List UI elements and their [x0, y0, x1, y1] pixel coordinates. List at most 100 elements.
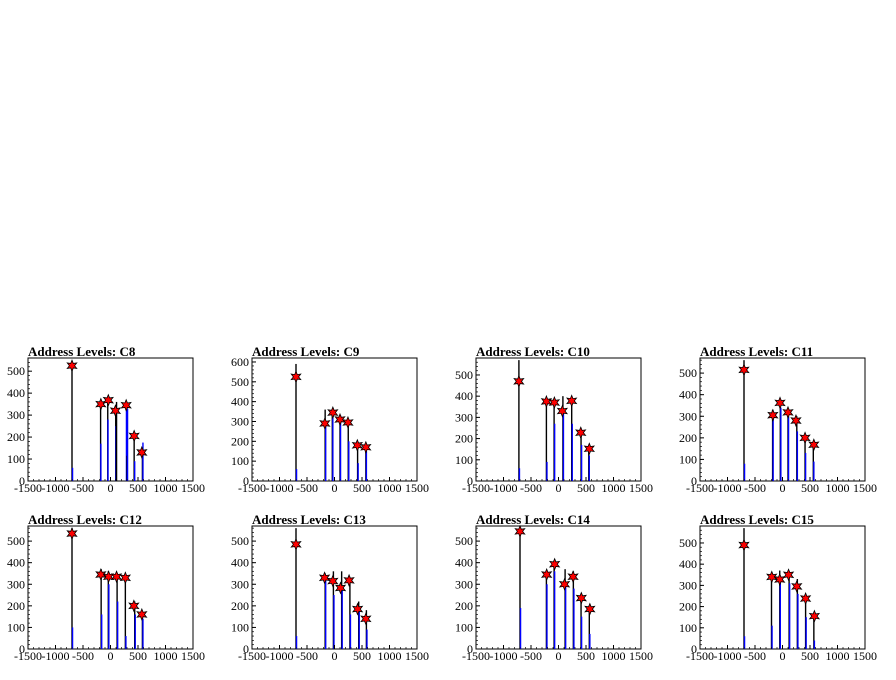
- y-tick-label: 0: [691, 642, 697, 656]
- peak-marker: [102, 393, 114, 407]
- chart-title: Address Levels: C13: [252, 512, 366, 527]
- peak-marker: [782, 405, 794, 419]
- chart-svg: -1500 -1000 -500 0 500 1000 1500 0 100 200 300 400 5…: [455, 524, 653, 663]
- x-tick-label: 1000: [378, 649, 402, 663]
- y-tick-label: 400: [231, 395, 249, 409]
- x-tick-label: -1500: [238, 649, 266, 663]
- x-tick-label: 1500: [629, 481, 653, 495]
- peak-marker: [567, 570, 579, 584]
- peak-marker: [540, 567, 553, 582]
- chart-panel: -1500 -1000 -500 0 500 1000 1500 0 100 200 300 400 5…: [672, 512, 896, 680]
- chart-panel: -1500 -1000 -500 0 500 1000 1500 0 100 200 300 400 5…: [448, 512, 672, 680]
- peak-marker: [548, 395, 561, 410]
- chart-panel: -1500 -1000 -500 0 500 1000 1500 0 100 200 300 400 5…: [0, 344, 224, 512]
- peak-marker: [318, 571, 331, 585]
- x-tick-label: -1000: [42, 649, 70, 663]
- peak-marker: [799, 431, 811, 445]
- peak-marker: [342, 415, 354, 430]
- peak-marker: [109, 404, 122, 418]
- peak-marker: [136, 445, 148, 460]
- peak-marker: [767, 408, 779, 422]
- y-tick-label: 0: [467, 474, 473, 488]
- chart-panel: -1500 -1000 -500 0 500 1000 1500 0 100 200 300 400 5…: [0, 512, 224, 680]
- peak-marker: [799, 591, 812, 606]
- y-tick-label: 300: [7, 577, 25, 591]
- peak-marker: [791, 579, 803, 594]
- y-tick-label: 500: [679, 536, 697, 550]
- x-tick-label: 0: [780, 481, 786, 495]
- x-tick-label: 1500: [853, 649, 877, 663]
- x-tick-label: -1000: [42, 481, 70, 495]
- x-tick-label: 500: [801, 481, 819, 495]
- peak-marker: [66, 359, 78, 373]
- y-tick-label: 200: [455, 432, 473, 446]
- y-tick-label: 100: [7, 620, 25, 634]
- chart-panel: -1500 -1000 -500 0 500 1000 1500 0 100 200 300 400 5…: [672, 344, 896, 512]
- y-tick-label: 0: [467, 642, 473, 656]
- x-tick-label: 0: [108, 481, 114, 495]
- plot-frame: [699, 357, 866, 482]
- chart-panel: -1500 -1000 -500 0 500 1000 1500 0 100 200 300 400 5…: [224, 512, 448, 680]
- plot-frame: [699, 525, 866, 650]
- x-tick-label: 1000: [602, 649, 626, 663]
- chart-svg: -1500 -1000 -500 0 500 1000 1500 0 100 200 300 400 5…: [455, 357, 653, 495]
- x-tick-label: -1500: [462, 481, 490, 495]
- y-tick-label: 600: [231, 355, 249, 369]
- x-tick-label: -1500: [462, 649, 490, 663]
- peak-marker: [319, 416, 331, 431]
- peak-marker: [95, 567, 107, 582]
- peak-marker: [583, 442, 595, 456]
- peak-marker: [808, 438, 820, 452]
- x-tick-label: 1500: [405, 481, 429, 495]
- y-tick-label: 100: [231, 454, 249, 468]
- x-tick-label: 1500: [181, 649, 205, 663]
- x-tick-label: -500: [296, 481, 318, 495]
- peak-marker: [540, 394, 553, 409]
- x-tick-label: 0: [332, 481, 338, 495]
- peak-marker: [327, 405, 339, 420]
- chart-svg: -1500 -1000 -500 0 500 1000 1500 0 100 200 300 400 5…: [231, 355, 429, 495]
- x-tick-label: 1000: [826, 481, 850, 495]
- y-tick-label: 200: [7, 599, 25, 613]
- peak-marker: [738, 538, 750, 552]
- peak-marker: [334, 412, 346, 427]
- y-tick-label: 500: [679, 366, 697, 380]
- y-tick-label: 300: [231, 414, 249, 428]
- x-tick-label: 1000: [378, 481, 402, 495]
- y-tick-label: 300: [679, 409, 697, 423]
- peak-marker: [790, 414, 802, 428]
- y-tick-label: 200: [679, 600, 697, 614]
- peak-marker: [351, 602, 364, 616]
- x-tick-label: 500: [353, 649, 371, 663]
- peak-marker: [128, 429, 140, 443]
- y-tick-label: 500: [7, 364, 25, 378]
- y-tick-label: 400: [231, 556, 249, 570]
- y-tick-label: 300: [231, 577, 249, 591]
- y-tick-label: 300: [455, 410, 473, 424]
- x-tick-label: 1000: [602, 481, 626, 495]
- x-tick-label: 500: [577, 481, 595, 495]
- y-tick-label: 0: [19, 642, 25, 656]
- peak-marker: [66, 526, 78, 541]
- peak-marker: [360, 440, 372, 454]
- y-tick-label: 300: [679, 578, 697, 592]
- peak-marker: [351, 438, 364, 452]
- chart-title: Address Levels: C11: [700, 344, 814, 359]
- y-tick-label: 300: [455, 577, 473, 591]
- plot-frame: [475, 357, 642, 482]
- y-tick-label: 100: [455, 620, 473, 634]
- peak-marker: [808, 609, 821, 623]
- peak-marker: [128, 599, 140, 613]
- plot-frame: [27, 525, 194, 650]
- peak-marker: [566, 394, 578, 408]
- y-tick-label: 500: [7, 534, 25, 548]
- x-tick-label: 0: [556, 649, 562, 663]
- chart-title: Address Levels: C8: [28, 344, 136, 359]
- y-tick-label: 200: [7, 430, 25, 444]
- x-tick-label: -1500: [14, 649, 42, 663]
- chart-title: Address Levels: C9: [252, 344, 360, 359]
- peak-marker: [136, 607, 148, 622]
- y-tick-label: 200: [679, 431, 697, 445]
- x-tick-label: -1000: [714, 649, 742, 663]
- chart-svg: -1500 -1000 -500 0 500 1000 1500 0 100 200 300 400 5…: [679, 357, 877, 495]
